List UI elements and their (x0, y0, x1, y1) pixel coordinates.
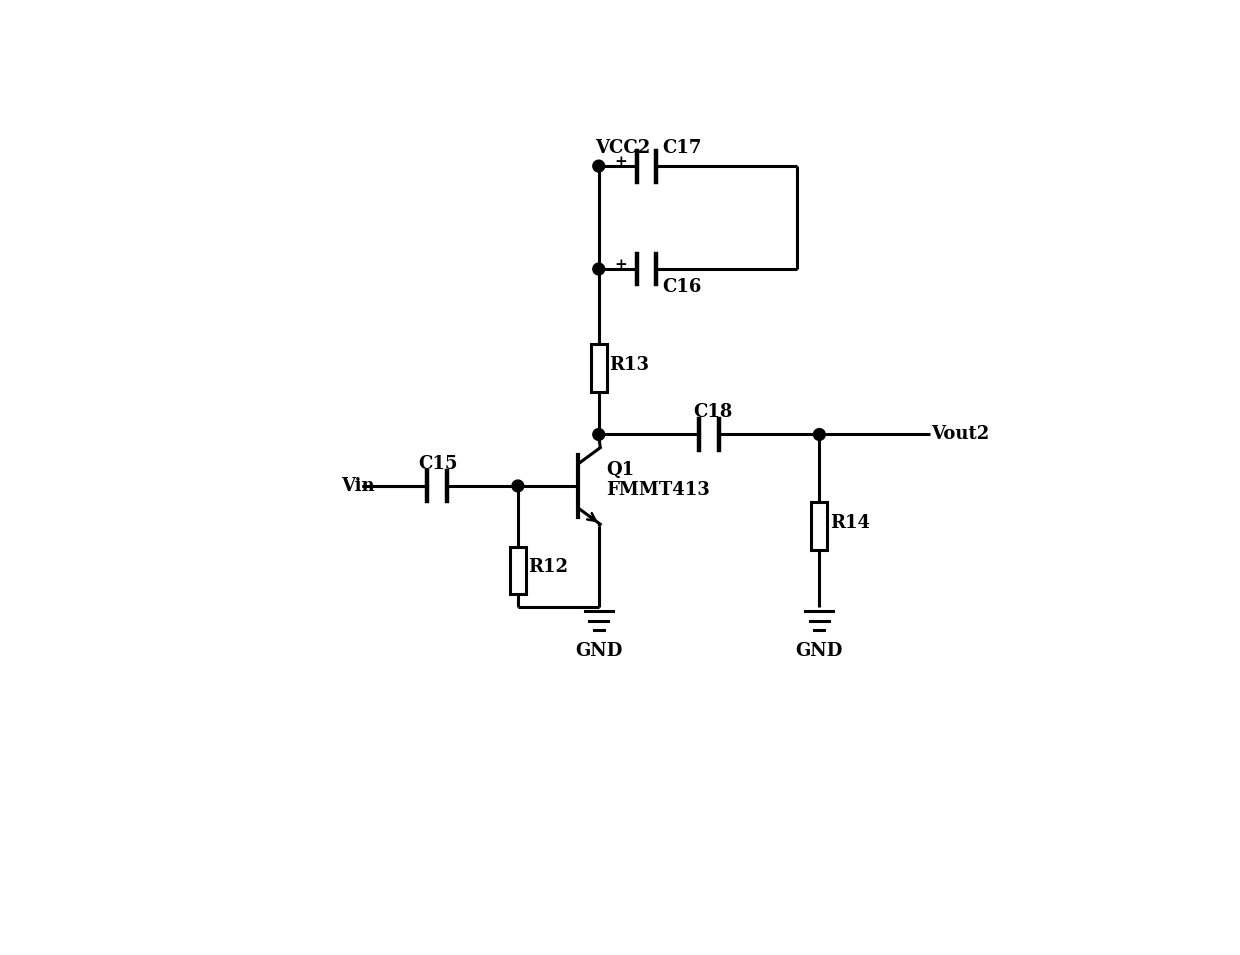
Bar (811, 502, 827, 550)
Text: VCC2: VCC2 (595, 139, 650, 158)
Bar (510, 546, 526, 594)
Text: C15: C15 (419, 455, 458, 473)
Text: GND: GND (796, 642, 843, 660)
Text: R12: R12 (528, 558, 568, 576)
Text: Q1: Q1 (606, 460, 634, 478)
Text: R13: R13 (609, 355, 649, 373)
Text: +: + (614, 156, 627, 169)
Bar (590, 345, 606, 393)
Text: R14: R14 (830, 514, 869, 532)
Text: GND: GND (575, 642, 622, 660)
Text: C18: C18 (693, 403, 733, 421)
Text: FMMT413: FMMT413 (606, 480, 709, 499)
Text: C16: C16 (662, 278, 702, 296)
Circle shape (593, 160, 605, 172)
Text: Vin: Vin (341, 477, 374, 495)
Text: C17: C17 (662, 139, 702, 158)
Circle shape (813, 429, 826, 440)
Circle shape (593, 429, 605, 440)
Text: Vout2: Vout2 (931, 426, 990, 443)
Text: +: + (614, 259, 627, 272)
Circle shape (593, 264, 605, 275)
Circle shape (512, 480, 523, 492)
